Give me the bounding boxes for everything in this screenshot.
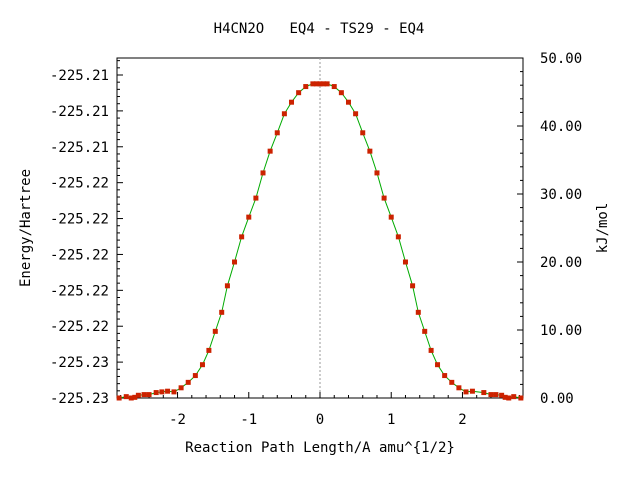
y-axis-label-left: Energy/Hartree xyxy=(18,169,34,287)
data-point xyxy=(123,394,129,400)
data-point xyxy=(345,99,351,105)
data-point xyxy=(253,195,259,201)
data-point xyxy=(410,283,416,289)
data-point xyxy=(132,394,138,400)
data-point xyxy=(192,373,198,379)
data-point xyxy=(274,130,280,136)
data-point xyxy=(502,394,508,400)
x-axis-tick-label: 2 xyxy=(458,412,466,428)
data-point xyxy=(442,373,448,379)
data-point xyxy=(310,81,316,87)
data-point xyxy=(212,328,218,334)
data-point xyxy=(159,389,165,395)
left-axis-tick-label: -225.21 xyxy=(50,104,109,120)
data-point xyxy=(296,90,302,96)
x-axis-tick-label: -1 xyxy=(240,412,257,428)
right-axis-tick-label: 10.00 xyxy=(540,323,582,339)
data-point xyxy=(313,81,319,87)
data-point xyxy=(518,395,524,401)
data-point xyxy=(481,390,487,396)
data-point xyxy=(165,388,171,394)
data-point xyxy=(388,214,394,220)
data-point xyxy=(415,309,421,315)
data-point xyxy=(428,347,434,353)
series-points xyxy=(116,81,524,401)
data-point xyxy=(232,259,238,265)
data-point xyxy=(395,234,401,240)
data-point xyxy=(281,111,287,117)
data-point xyxy=(178,385,184,391)
data-point xyxy=(367,148,373,154)
data-point xyxy=(303,84,309,90)
data-point xyxy=(153,390,159,396)
data-point xyxy=(435,362,441,368)
right-axis: 0.00 10.00 20.00 30.00 40.00 50.00 xyxy=(517,51,582,407)
data-point xyxy=(135,392,141,398)
left-axis-tick-label: -225.22 xyxy=(50,176,109,192)
data-point xyxy=(224,283,230,289)
data-point xyxy=(239,234,245,240)
right-axis-tick-label: 0.00 xyxy=(540,391,574,407)
data-point xyxy=(267,148,273,154)
x-axis: -2 -1 0 1 2 xyxy=(120,392,520,428)
data-point xyxy=(324,81,330,87)
data-point xyxy=(338,90,344,96)
data-point xyxy=(141,392,147,398)
right-axis-tick-label: 40.00 xyxy=(540,119,582,135)
data-point xyxy=(331,84,337,90)
data-point xyxy=(360,130,366,136)
left-axis-tick-label: -225.21 xyxy=(50,68,109,84)
data-point xyxy=(374,170,380,176)
right-axis-tick-label: 30.00 xyxy=(540,187,582,203)
left-axis-tick-label: -225.23 xyxy=(50,391,109,407)
data-point xyxy=(246,214,252,220)
x-axis-label: Reaction Path Length/A amu^{1/2} xyxy=(185,440,455,456)
data-point xyxy=(402,259,408,265)
x-axis-tick-label: -2 xyxy=(169,412,186,428)
data-point xyxy=(506,395,512,401)
data-point xyxy=(456,385,462,391)
data-point xyxy=(317,81,323,87)
data-point xyxy=(499,392,505,398)
data-point xyxy=(422,328,428,334)
left-axis: -225.21 -225.21 -225.21 -225.22 -225.22 -225.… xyxy=(50,60,123,407)
right-axis-tick-label: 20.00 xyxy=(540,255,582,271)
data-point xyxy=(116,395,122,401)
left-axis-tick-label: -225.22 xyxy=(50,319,109,335)
data-point xyxy=(199,362,205,368)
right-axis-tick-label: 50.00 xyxy=(540,51,582,67)
data-point xyxy=(353,111,359,117)
data-point xyxy=(289,99,295,105)
data-point xyxy=(511,394,517,400)
data-point xyxy=(185,379,191,385)
data-point xyxy=(219,309,225,315)
left-axis-tick-label: -225.22 xyxy=(50,283,109,299)
data-point xyxy=(260,170,266,176)
data-point xyxy=(128,395,134,401)
left-axis-tick-label: -225.22 xyxy=(50,247,109,263)
data-point xyxy=(488,392,494,398)
data-point xyxy=(321,81,327,87)
data-point xyxy=(206,347,212,353)
chart-title: H4CN2O EQ4 - TS29 - EQ4 xyxy=(214,21,425,37)
x-axis-tick-label: 1 xyxy=(387,412,395,428)
left-axis-tick-label: -225.23 xyxy=(50,355,109,371)
x-axis-tick-label: 0 xyxy=(316,412,324,428)
y-axis-label-right: kJ/mol xyxy=(595,203,611,254)
left-axis-tick-label: -225.22 xyxy=(50,212,109,228)
data-point xyxy=(469,388,475,394)
data-point xyxy=(171,389,177,395)
data-point xyxy=(381,195,387,201)
data-point xyxy=(449,379,455,385)
data-point xyxy=(463,389,469,395)
left-axis-tick-label: -225.21 xyxy=(50,140,109,156)
data-point xyxy=(493,392,499,398)
data-point xyxy=(146,392,152,398)
